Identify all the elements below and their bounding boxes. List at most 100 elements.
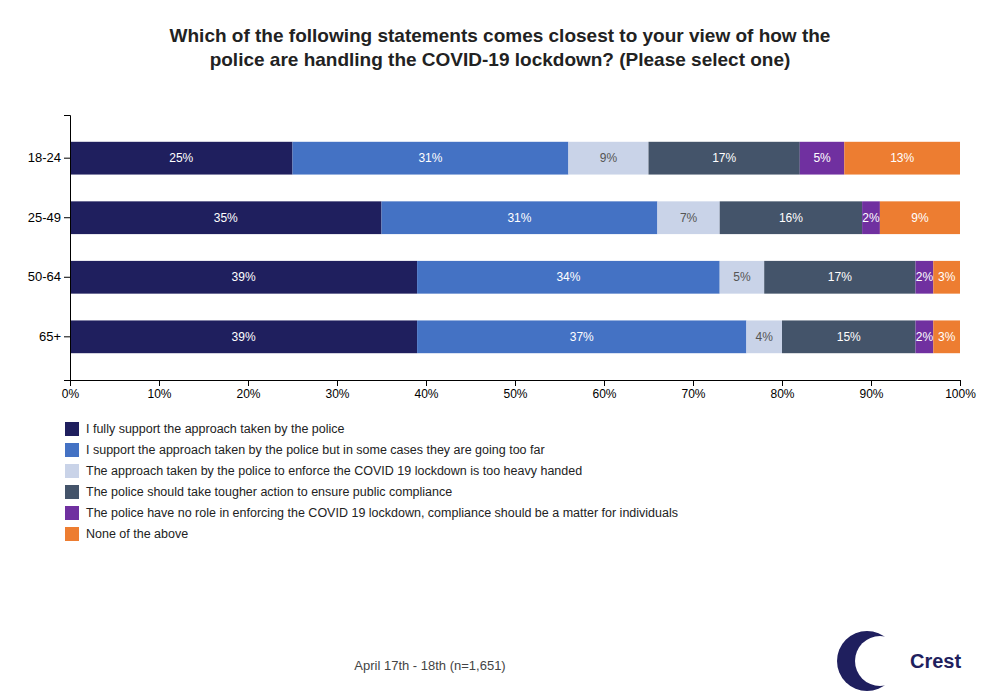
y-tick-label: 50-64: [28, 269, 61, 284]
y-tick-mark: [64, 217, 70, 218]
x-tick-label: 90%: [859, 387, 883, 401]
legend-label: I fully support the approach taken by th…: [86, 422, 345, 436]
bar: [70, 201, 382, 234]
data-labels: 25%35%39%39%31%31%34%37%9%7%5%4%17%16%17…: [169, 151, 955, 344]
bar: [782, 320, 916, 353]
bar: [649, 142, 800, 175]
legend-entry: The police should take tougher action to…: [65, 485, 452, 499]
data-label: 2%: [916, 330, 934, 344]
x-axis: 0% 10% 20% 30% 40% 50% 60% 70% 80% 90% 100%: [62, 380, 976, 401]
logo: [837, 631, 905, 691]
bar: [916, 261, 934, 294]
logo-cutout: [855, 636, 905, 686]
bar: [720, 261, 765, 294]
legend-label: None of the above: [86, 527, 188, 541]
data-label: 4%: [756, 330, 774, 344]
data-label: 37%: [570, 330, 594, 344]
bar: [916, 320, 934, 353]
plot: 25%35%39%39%31%31%34%37%9%7%5%4%17%16%17…: [28, 116, 976, 401]
x-tick-mark: [782, 380, 783, 386]
data-label: 31%: [418, 151, 442, 165]
bar: [933, 261, 960, 294]
data-label: 34%: [556, 270, 580, 284]
x-tick-mark: [337, 380, 338, 386]
x-tick-label: 20%: [236, 387, 260, 401]
legend-swatch: [65, 422, 79, 436]
x-tick-label: 0%: [62, 387, 80, 401]
legend-label: I support the approach taken by the poli…: [86, 443, 545, 457]
x-tick: 40%: [414, 380, 438, 401]
x-tick: 30%: [325, 380, 349, 401]
footnote: April 17th - 18th (n=1,651): [354, 658, 505, 673]
x-tick: 90%: [859, 380, 883, 401]
data-label: 17%: [828, 270, 852, 284]
legend-swatch: [65, 464, 79, 478]
bar: [417, 320, 746, 353]
annotation: Crest: [910, 650, 961, 672]
x-axis-line: [71, 381, 961, 387]
x-tick-label: 60%: [592, 387, 616, 401]
y-tick-mark: [64, 277, 70, 278]
data-label: 35%: [214, 211, 238, 225]
y-tick: 65+: [39, 329, 70, 344]
data-label: 9%: [600, 151, 618, 165]
bar: [862, 201, 880, 234]
bar: [417, 261, 720, 294]
x-tick-label: 100%: [945, 387, 976, 401]
chart: Which of the following statements comes …: [0, 0, 1000, 700]
x-tick-mark: [960, 380, 961, 386]
data-label: 17%: [712, 151, 736, 165]
x-tick-mark: [159, 380, 160, 386]
y-tick: 18-24: [28, 150, 70, 165]
legend-label: The police have no role in enforcing the…: [86, 506, 678, 520]
y-tick-mark: [64, 158, 70, 159]
legend-swatch: [65, 527, 79, 541]
bar: [800, 142, 845, 175]
data-label: 16%: [779, 211, 803, 225]
x-tick-mark: [871, 380, 872, 386]
legend-swatch: [65, 485, 79, 499]
bar: [764, 261, 915, 294]
data-label: 39%: [232, 330, 256, 344]
y-tick-label: 65+: [39, 329, 61, 344]
bar: [293, 142, 569, 175]
legend-entry: I support the approach taken by the poli…: [65, 443, 545, 457]
data-label: 2%: [916, 270, 934, 284]
x-tick-label: 80%: [770, 387, 794, 401]
data-label: 13%: [890, 151, 914, 165]
legend-swatch: [65, 506, 79, 520]
bar: [657, 201, 719, 234]
bar: [568, 142, 648, 175]
x-tick-mark: [604, 380, 605, 386]
bar: [70, 142, 293, 175]
bar: [70, 320, 417, 353]
x-tick-label: 10%: [147, 387, 171, 401]
legend-swatch: [65, 443, 79, 457]
x-tick: 10%: [147, 380, 171, 401]
x-tick: 70%: [681, 380, 705, 401]
x-tick-label: 30%: [325, 387, 349, 401]
y-tick-label: 25-49: [28, 210, 61, 225]
x-tick-mark: [693, 380, 694, 386]
bars: [70, 142, 960, 353]
x-tick: 100%: [945, 380, 976, 401]
data-label: 5%: [813, 151, 831, 165]
legend-entry: The approach taken by the police to enfo…: [65, 464, 582, 478]
x-tick: 0%: [62, 380, 80, 401]
y-tick: 50-64: [28, 269, 70, 284]
x-tick-mark: [248, 380, 249, 386]
x-tick-label: 50%: [503, 387, 527, 401]
legend-label: The approach taken by the police to enfo…: [86, 464, 582, 478]
legend-entry: I fully support the approach taken by th…: [65, 422, 345, 436]
legend-label: The police should take tougher action to…: [86, 485, 452, 499]
data-label: 3%: [938, 330, 956, 344]
data-label: 9%: [911, 211, 929, 225]
data-label: 2%: [862, 211, 880, 225]
y-axis: 18-24 25-49 50-64 65+: [28, 116, 71, 381]
bar: [844, 142, 960, 175]
legend-entry: The police have no role in enforcing the…: [65, 506, 678, 520]
title: Which of the following statements comes …: [170, 25, 831, 70]
bar: [746, 320, 782, 353]
y-tick-mark: [64, 336, 70, 337]
data-label: 5%: [733, 270, 751, 284]
